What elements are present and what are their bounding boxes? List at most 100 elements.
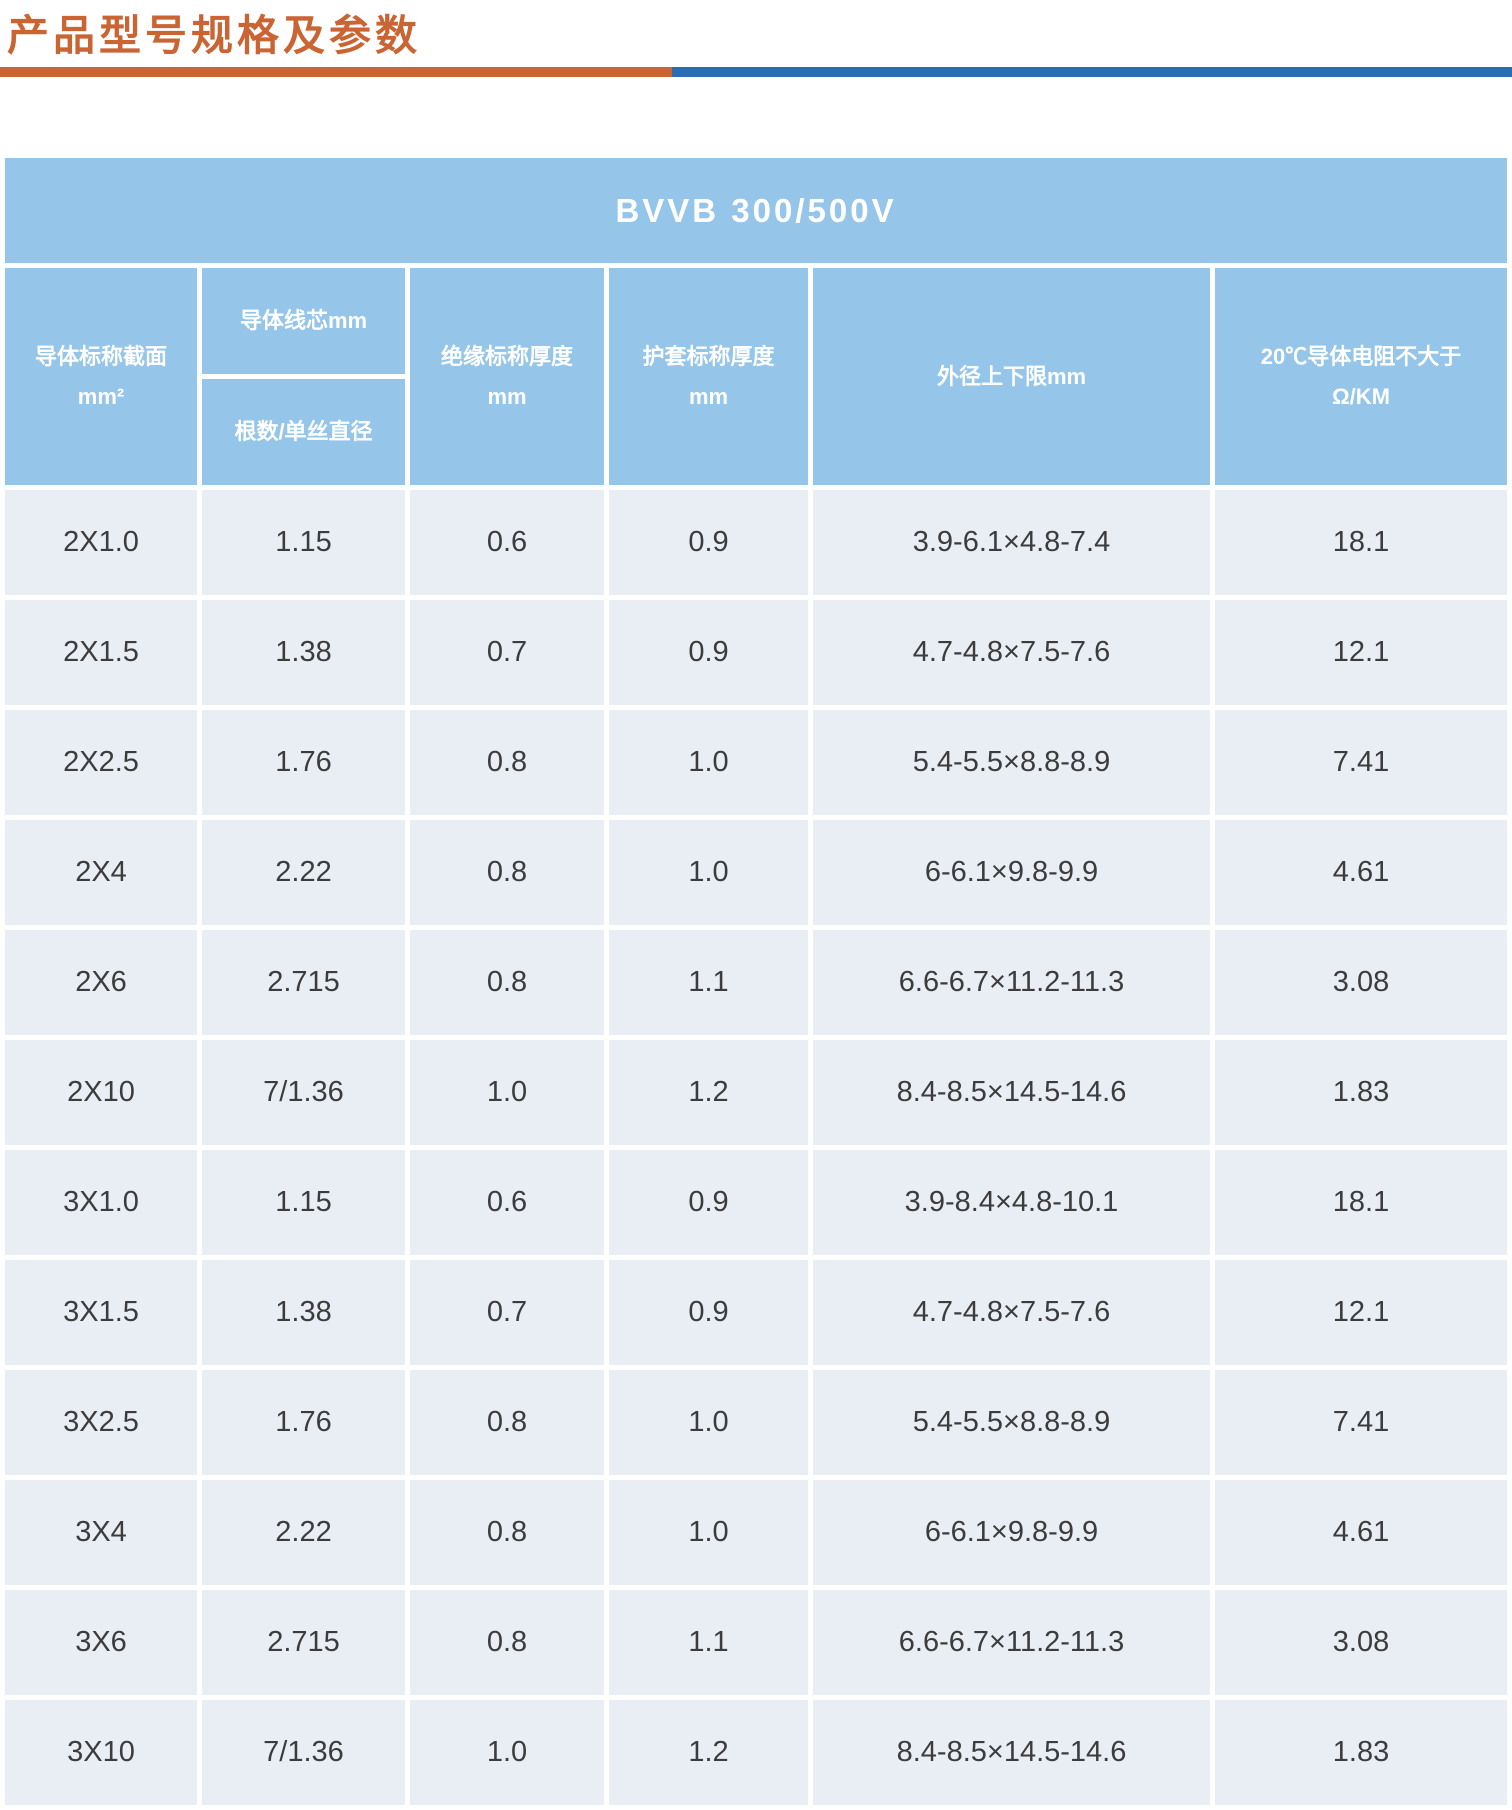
cell-outer-diameter: 6.6-6.7×11.2-11.3 [813,930,1210,1035]
cell-insulation: 0.6 [410,1150,604,1255]
divider-blue-segment [672,67,1512,77]
cell-insulation: 1.0 [410,1040,604,1145]
cell-outer-diameter: 6.6-6.7×11.2-11.3 [813,1590,1210,1695]
spec-table: BVVB 300/500V 导体标称截面 mm² 导体线芯mm 绝缘标称厚度 m… [0,153,1512,1810]
table-row: 3X4 2.22 0.8 1.0 6-6.1×9.8-9.9 4.61 [5,1480,1508,1585]
header-outer-diameter: 外径上下限mm [813,268,1210,485]
cell-insulation: 0.8 [410,1480,604,1585]
table-row: 3X2.5 1.76 0.8 1.0 5.4-5.5×8.8-8.9 7.41 [5,1370,1508,1475]
cell-insulation: 0.8 [410,1370,604,1475]
cell-outer-diameter: 4.7-4.8×7.5-7.6 [813,600,1210,705]
header-strand-diameter: 根数/单丝直径 [202,379,405,485]
table-row: 2X10 7/1.36 1.0 1.2 8.4-8.5×14.5-14.6 1.… [5,1040,1508,1145]
cell-sheath: 0.9 [609,1260,808,1365]
cell-sheath: 1.0 [609,1370,808,1475]
table-row: 2X4 2.22 0.8 1.0 6-6.1×9.8-9.9 4.61 [5,820,1508,925]
cell-spec: 3X2.5 [5,1370,197,1475]
cell-outer-diameter: 8.4-8.5×14.5-14.6 [813,1700,1210,1805]
cell-sheath: 1.2 [609,1700,808,1805]
cell-outer-diameter: 8.4-8.5×14.5-14.6 [813,1040,1210,1145]
cell-spec: 3X1.0 [5,1150,197,1255]
cell-resistance: 12.1 [1215,600,1508,705]
cell-core: 1.38 [202,1260,405,1365]
cell-outer-diameter: 3.9-8.4×4.8-10.1 [813,1150,1210,1255]
cell-resistance: 3.08 [1215,1590,1508,1695]
cell-sheath: 0.9 [609,600,808,705]
cell-core: 2.715 [202,1590,405,1695]
table-row: 3X1.5 1.38 0.7 0.9 4.7-4.8×7.5-7.6 12.1 [5,1260,1508,1365]
cell-spec: 3X1.5 [5,1260,197,1365]
table-row: 3X1.0 1.15 0.6 0.9 3.9-8.4×4.8-10.1 18.1 [5,1150,1508,1255]
cell-insulation: 0.8 [410,710,604,815]
cell-resistance: 18.1 [1215,490,1508,595]
cell-insulation: 0.7 [410,600,604,705]
cell-resistance: 4.61 [1215,820,1508,925]
header-conductor-core: 导体线芯mm [202,268,405,374]
cell-core: 1.38 [202,600,405,705]
cell-resistance: 7.41 [1215,1370,1508,1475]
cell-outer-diameter: 3.9-6.1×4.8-7.4 [813,490,1210,595]
table-row: 2X6 2.715 0.8 1.1 6.6-6.7×11.2-11.3 3.08 [5,930,1508,1035]
cell-sheath: 1.0 [609,820,808,925]
cell-outer-diameter: 6-6.1×9.8-9.9 [813,1480,1210,1585]
divider-orange-segment [0,67,672,77]
cell-insulation: 0.8 [410,1590,604,1695]
cell-outer-diameter: 6-6.1×9.8-9.9 [813,820,1210,925]
cell-spec: 2X4 [5,820,197,925]
header-row-1: 导体标称截面 mm² 导体线芯mm 绝缘标称厚度 mm 护套标称厚度 mm 外径… [5,268,1508,485]
cell-sheath: 1.1 [609,930,808,1035]
cell-sheath: 0.9 [609,1150,808,1255]
header-sheath-thickness: 护套标称厚度 mm [609,268,808,485]
cell-sheath: 1.0 [609,710,808,815]
cell-core: 2.22 [202,1480,405,1585]
cell-outer-diameter: 5.4-5.5×8.8-8.9 [813,1370,1210,1475]
cell-spec: 2X2.5 [5,710,197,815]
cell-resistance: 18.1 [1215,1150,1508,1255]
table-row: 3X10 7/1.36 1.0 1.2 8.4-8.5×14.5-14.6 1.… [5,1700,1508,1805]
cell-core: 1.15 [202,490,405,595]
table-row: 3X6 2.715 0.8 1.1 6.6-6.7×11.2-11.3 3.08 [5,1590,1508,1695]
banner-row: BVVB 300/500V [5,158,1508,263]
cell-spec: 2X6 [5,930,197,1035]
header-resistance: 20℃导体电阻不大于 Ω/KM [1215,268,1508,485]
cell-insulation: 0.7 [410,1260,604,1365]
table-banner: BVVB 300/500V [5,158,1508,263]
cell-outer-diameter: 5.4-5.5×8.8-8.9 [813,710,1210,815]
cell-core: 1.15 [202,1150,405,1255]
cell-core: 1.76 [202,710,405,815]
table-row: 2X2.5 1.76 0.8 1.0 5.4-5.5×8.8-8.9 7.41 [5,710,1508,815]
cell-outer-diameter: 4.7-4.8×7.5-7.6 [813,1260,1210,1365]
cell-core: 7/1.36 [202,1700,405,1805]
table-row: 2X1.5 1.38 0.7 0.9 4.7-4.8×7.5-7.6 12.1 [5,600,1508,705]
header-insulation-thickness: 绝缘标称厚度 mm [410,268,604,485]
page-title: 产品型号规格及参数 [7,12,422,59]
cell-resistance: 3.08 [1215,930,1508,1035]
cell-resistance: 4.61 [1215,1480,1508,1585]
cell-resistance: 1.83 [1215,1040,1508,1145]
cell-sheath: 0.9 [609,490,808,595]
cell-insulation: 0.8 [410,930,604,1035]
cell-spec: 2X10 [5,1040,197,1145]
cell-core: 1.76 [202,1370,405,1475]
cell-sheath: 1.0 [609,1480,808,1585]
cell-resistance: 1.83 [1215,1700,1508,1805]
cell-spec: 2X1.5 [5,600,197,705]
cell-core: 2.715 [202,930,405,1035]
cell-spec: 2X1.0 [5,490,197,595]
cell-insulation: 0.8 [410,820,604,925]
cell-spec: 3X4 [5,1480,197,1585]
cell-insulation: 1.0 [410,1700,604,1805]
cell-spec: 3X10 [5,1700,197,1805]
cell-sheath: 1.2 [609,1040,808,1145]
header-row-2: 根数/单丝直径 [5,379,1507,485]
title-divider [0,67,1512,77]
cell-resistance: 7.41 [1215,710,1508,815]
cell-core: 2.22 [202,820,405,925]
cell-core: 7/1.36 [202,1040,405,1145]
cell-insulation: 0.6 [410,490,604,595]
cell-sheath: 1.1 [609,1590,808,1695]
header-conductor-section: 导体标称截面 mm² [5,268,197,485]
cell-spec: 3X6 [5,1590,197,1695]
cell-resistance: 12.1 [1215,1260,1508,1365]
table-row: 2X1.0 1.15 0.6 0.9 3.9-6.1×4.8-7.4 18.1 [5,490,1508,595]
